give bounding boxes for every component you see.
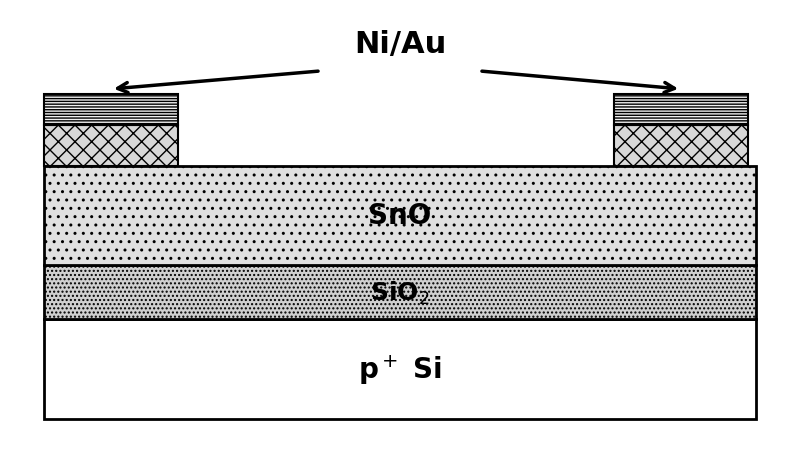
Text: p$^+$ Si: p$^+$ Si [358, 353, 442, 386]
Text: SnO: SnO [368, 202, 432, 230]
Text: SiO$_2$: SiO$_2$ [370, 279, 430, 306]
Bar [44, 266, 756, 319]
Bar [44, 319, 756, 419]
Bar [614, 94, 748, 126]
Text: Ni/Au: Ni/Au [354, 30, 446, 59]
Bar [614, 126, 748, 167]
Bar [44, 167, 756, 266]
Bar [44, 126, 178, 167]
Bar [44, 94, 178, 126]
